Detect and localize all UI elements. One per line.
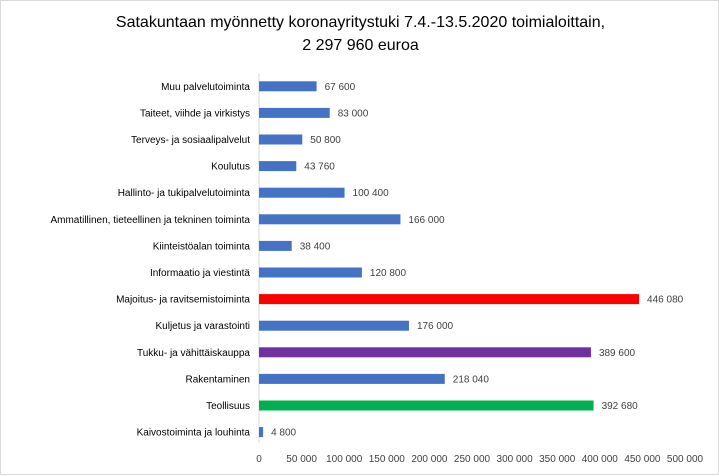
bar	[259, 107, 330, 118]
x-tick-label: 400 000	[582, 454, 619, 465]
bar	[259, 161, 297, 172]
category-label: Majoitus- ja ravitsemistoiminta	[116, 295, 250, 306]
data-label: 166 000	[408, 215, 445, 226]
x-tick-label: 500 000	[667, 454, 704, 465]
category-label: Koulutus	[211, 162, 250, 173]
data-label: 446 080	[647, 295, 684, 306]
x-tick-label: 250 000	[454, 454, 491, 465]
category-label: Kiinteistöalan toiminta	[153, 241, 251, 252]
category-label: Ammatillinen, tieteellinen ja tekninen t…	[50, 215, 250, 226]
bar	[259, 134, 303, 145]
data-label: 43 760	[304, 162, 335, 173]
chart-subtitle: 2 297 960 euroa	[302, 37, 419, 54]
category-label: Rakentaminen	[186, 374, 250, 385]
bar	[259, 81, 317, 92]
bar	[259, 214, 401, 225]
data-label: 120 800	[370, 268, 407, 279]
bar	[259, 240, 292, 251]
category-label: Informaatio ja viestintä	[150, 268, 250, 279]
data-label: 83 000	[338, 108, 369, 119]
x-tick-label: 50 000	[286, 454, 317, 465]
data-label: 50 800	[310, 135, 341, 146]
bar	[259, 267, 362, 278]
x-tick-label: 350 000	[539, 454, 576, 465]
bar	[259, 373, 445, 384]
data-label: 38 400	[300, 241, 331, 252]
x-tick-label: 450 000	[624, 454, 661, 465]
x-tick-label: 150 000	[369, 454, 406, 465]
data-label: 176 000	[417, 321, 454, 332]
data-label: 392 680	[602, 401, 639, 412]
category-label: Taiteet, viihde ja virkistys	[140, 108, 250, 119]
data-label: 100 400	[353, 188, 390, 199]
x-tick-label: 300 000	[497, 454, 534, 465]
category-label: Muu palvelutoiminta	[161, 82, 250, 93]
category-label: Kaivostoiminta ja louhinta	[137, 428, 251, 439]
x-tick-label: 100 000	[326, 454, 363, 465]
bar	[259, 320, 409, 331]
category-label: Terveys- ja sosiaalipalvelut	[131, 135, 250, 146]
category-label: Hallinto- ja tukipalvelutoiminta	[118, 188, 251, 199]
category-label: Tukku- ja vähittäiskauppa	[137, 348, 250, 359]
bar	[259, 347, 591, 358]
x-tick-label: 0	[256, 454, 262, 465]
bar	[259, 427, 264, 438]
data-label: 4 800	[271, 428, 296, 439]
bar	[259, 187, 345, 198]
category-label: Teollisuus	[206, 401, 250, 412]
chart-title: Satakuntaan myönnetty koronayritystuki 7…	[115, 14, 606, 31]
bar	[259, 400, 594, 411]
x-tick-label: 200 000	[411, 454, 448, 465]
bar	[259, 294, 640, 305]
category-label: Kuljetus ja varastointi	[156, 321, 251, 332]
data-label: 389 600	[599, 348, 636, 359]
data-label: 218 040	[453, 374, 490, 385]
data-label: 67 600	[325, 82, 356, 93]
